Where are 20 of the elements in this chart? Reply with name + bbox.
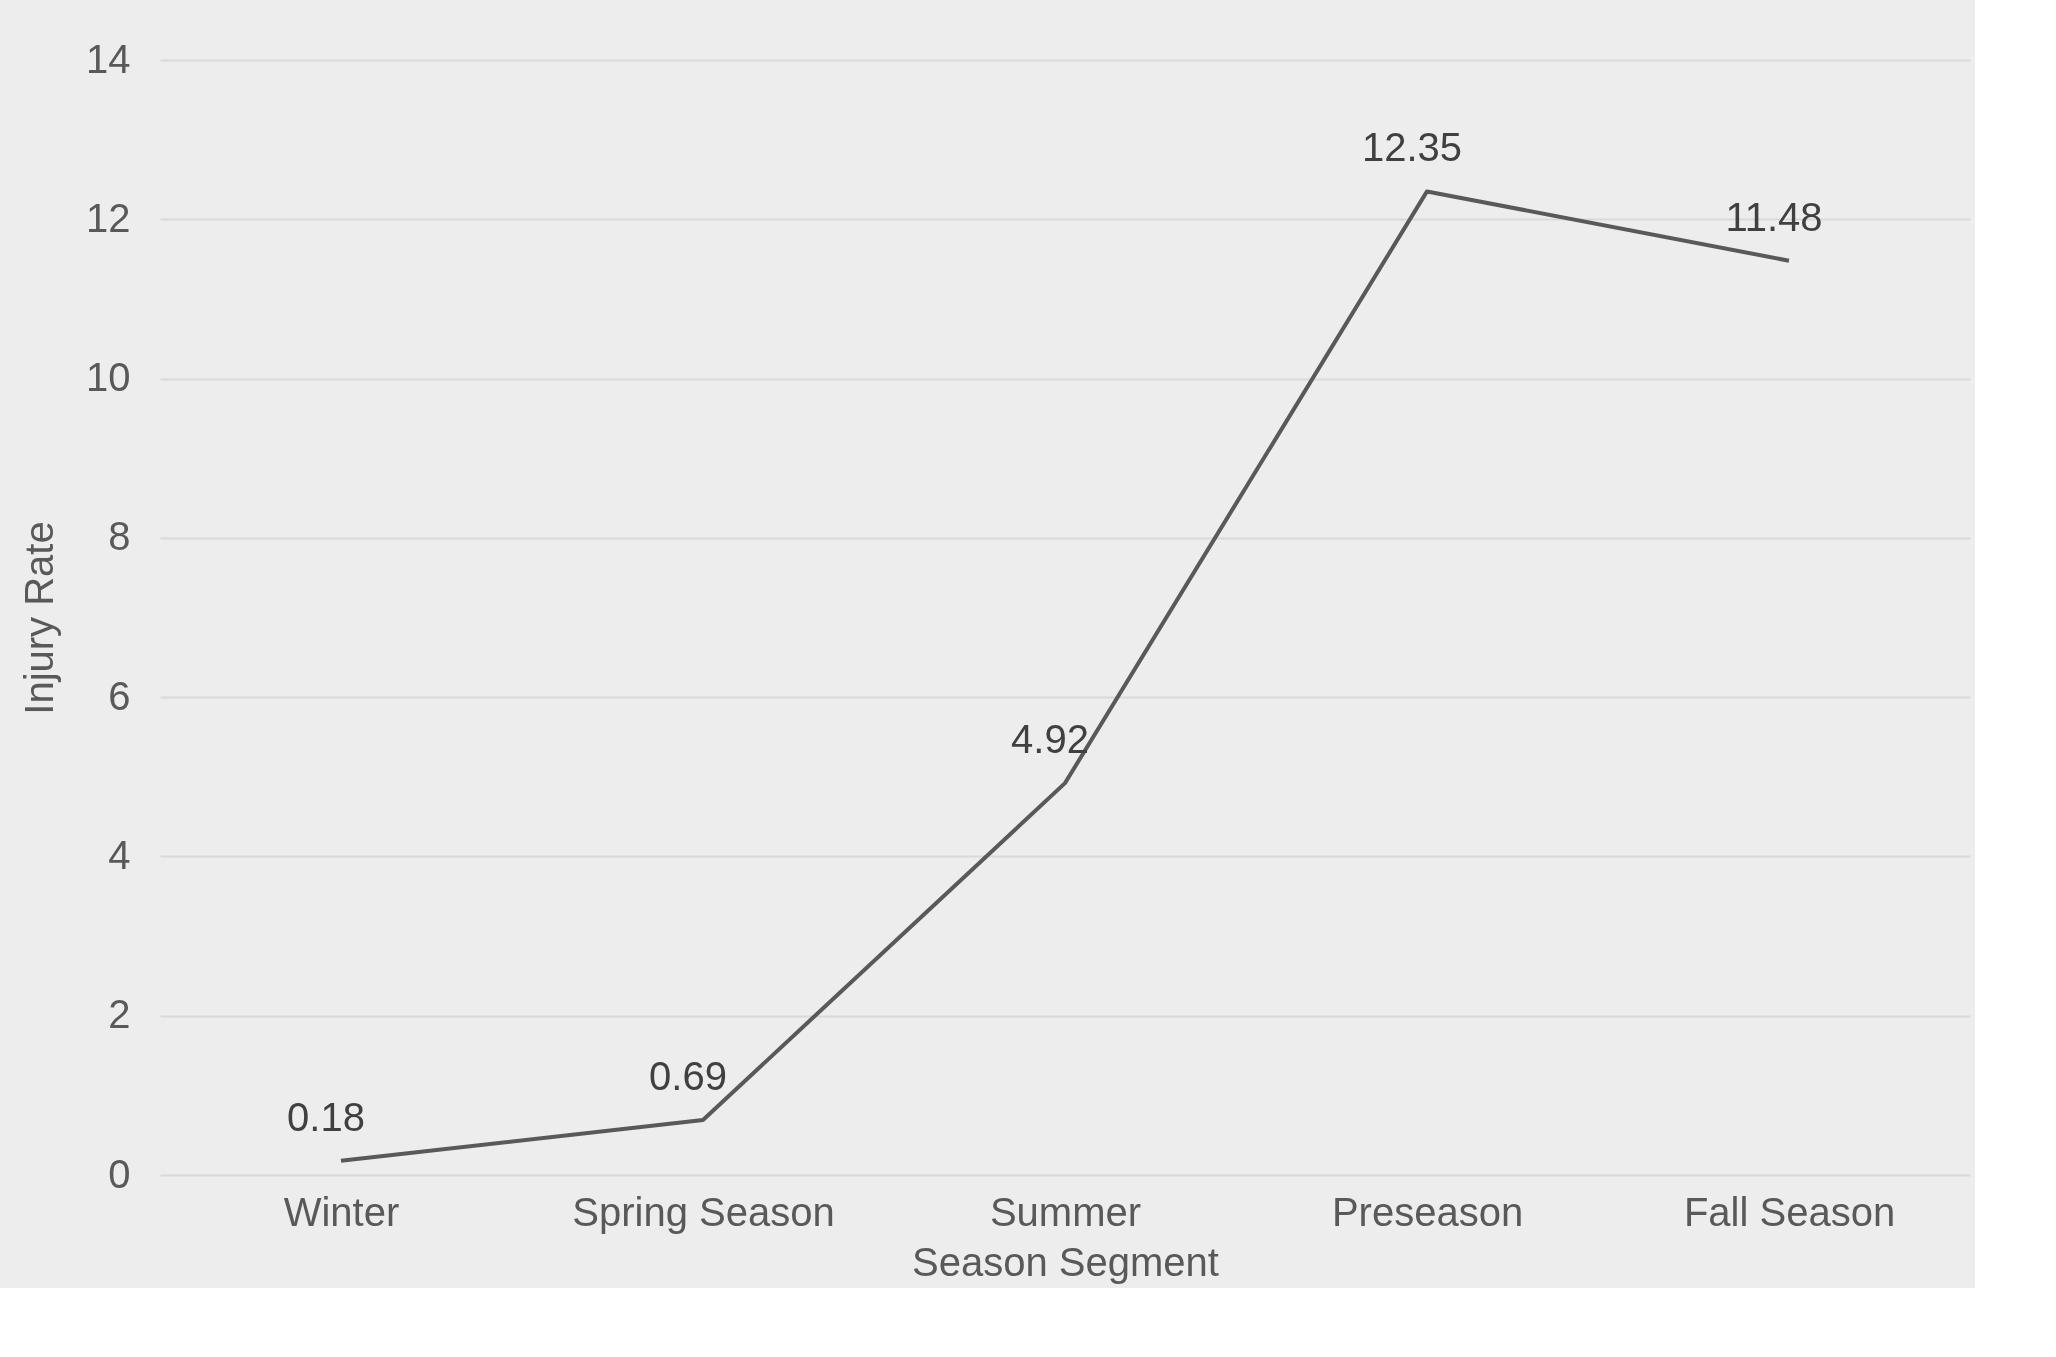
x-tick-label: Fall Season: [1683, 1189, 1896, 1234]
data-label: 12.35: [1361, 125, 1463, 170]
data-label: 0.69: [649, 1054, 727, 1099]
x-tick-label: Preseason: [1331, 1189, 1524, 1234]
x-tick-label: Summer: [989, 1189, 1142, 1234]
y-tick-label: 0: [108, 1151, 131, 1196]
y-tick-label: 14: [86, 36, 131, 81]
y-tick-label: 2: [108, 992, 131, 1037]
data-label: 11.48: [1725, 194, 1823, 239]
y-tick-label: 8: [108, 514, 131, 559]
y-tick-label: 4: [108, 832, 131, 877]
y-tick-label: 6: [108, 673, 131, 718]
y-axis-title: Injury Rate: [17, 521, 62, 715]
data-label: 0.18: [287, 1094, 365, 1139]
x-tick-label: Spring Season: [572, 1189, 835, 1234]
x-axis-title: Season Segment: [912, 1239, 1219, 1284]
y-tick-label: 10: [86, 355, 131, 400]
data-label: 4.92: [1011, 717, 1089, 762]
y-tick-label: 12: [86, 195, 131, 240]
x-tick-label: Winter: [283, 1189, 400, 1234]
